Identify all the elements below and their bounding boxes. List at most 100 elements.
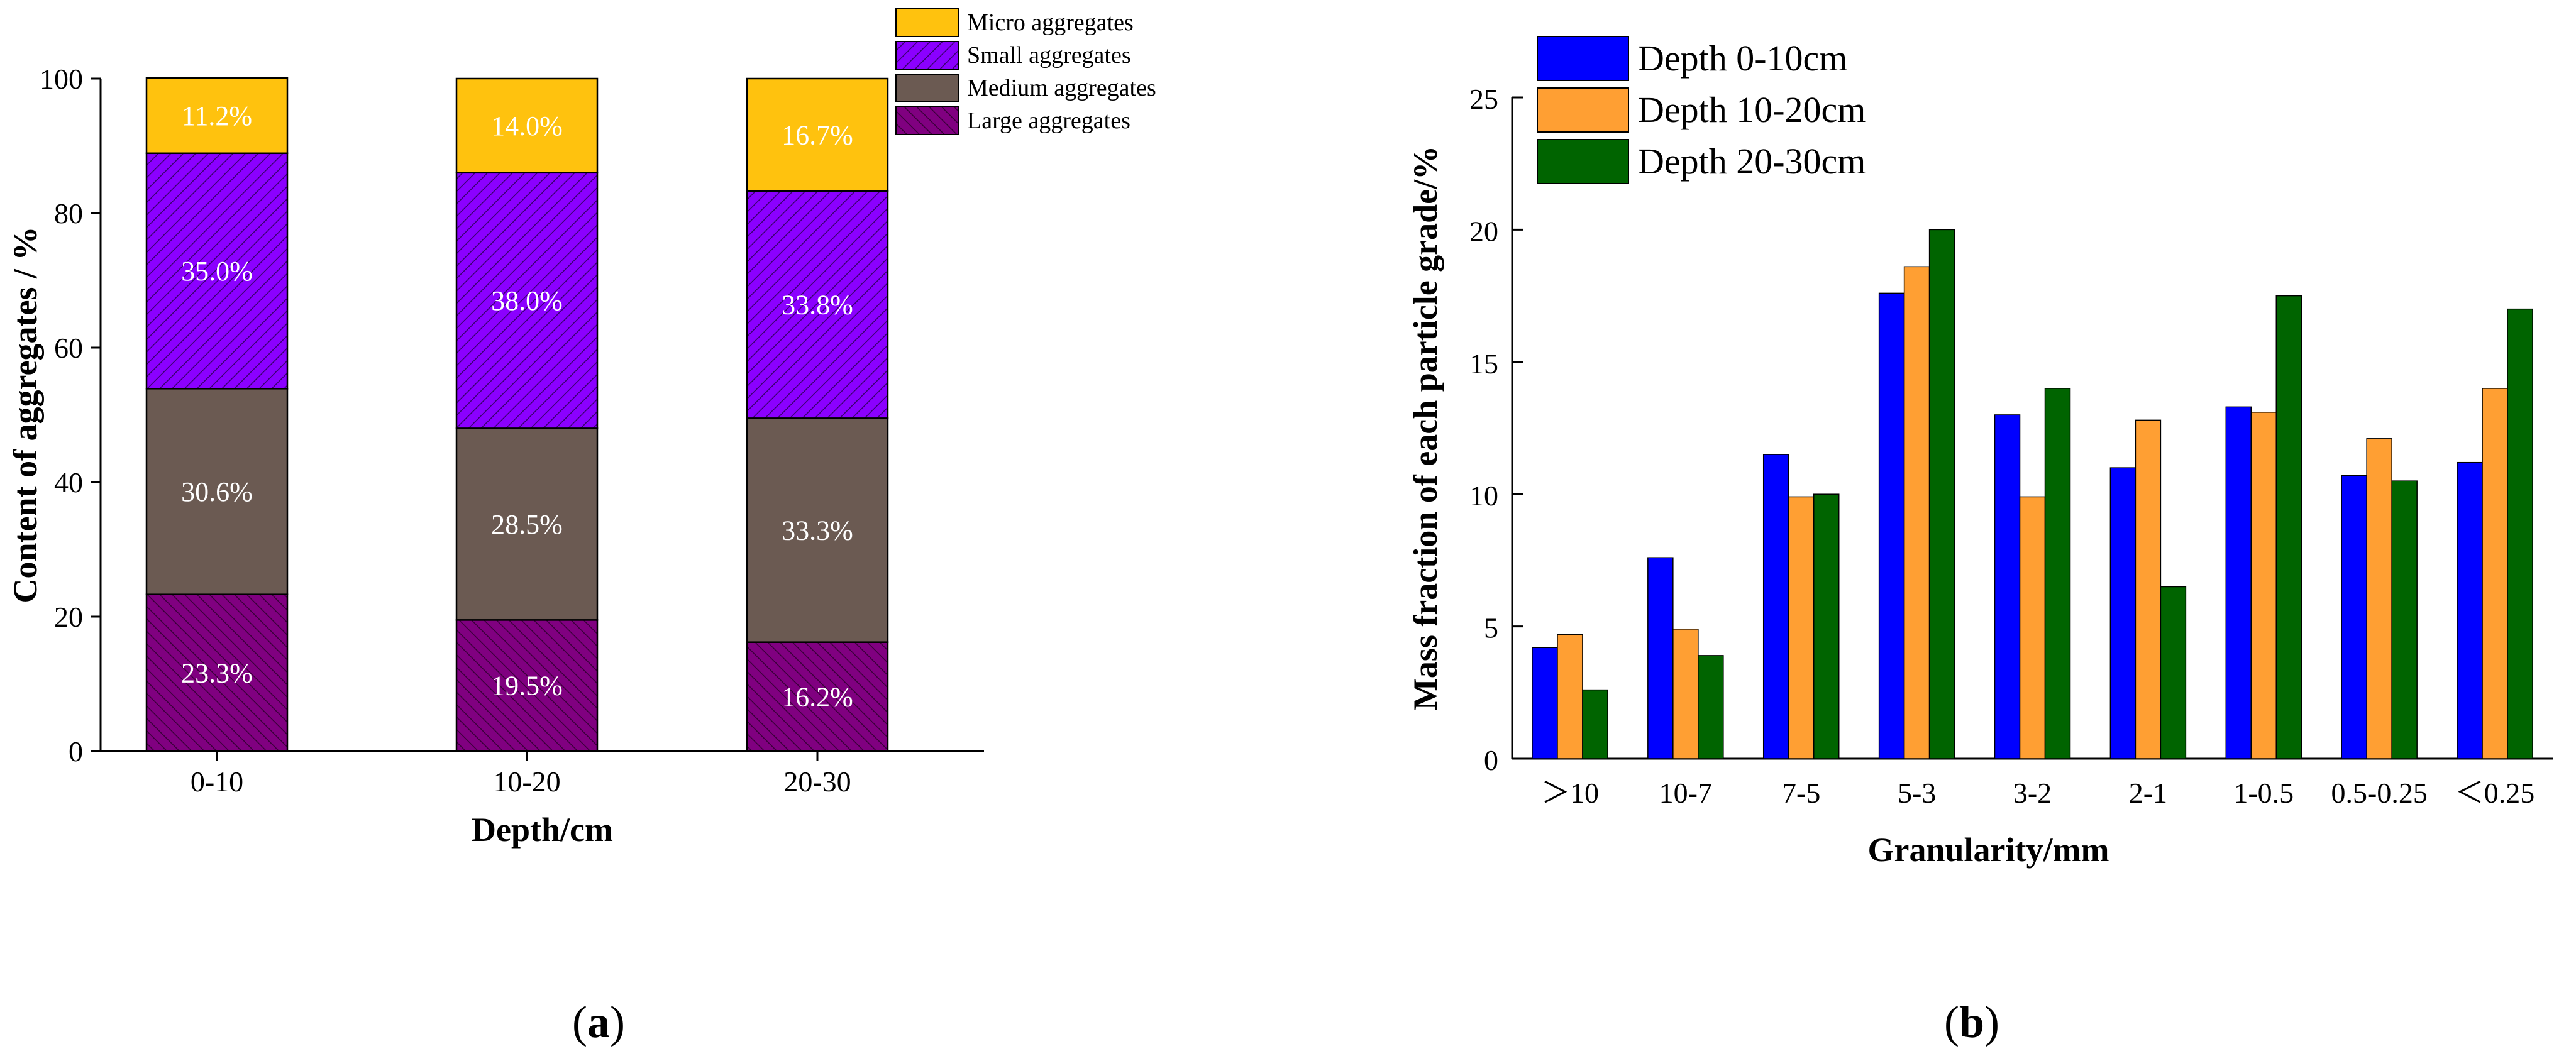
panel-a-bar-segment [455,427,599,621]
panel-a-segment-label: 11.2% [182,101,252,131]
panel-a-segment-label: 33.8% [782,290,853,321]
panel-a-x-tick-label: 10-20 [493,766,560,798]
panel-b-legend: Depth 0-10cm Depth 10-20cm Depth 20-30cm [1537,36,1866,184]
panel-b-bar [2250,412,2277,759]
panel-b-legend-swatch [1537,87,1629,133]
panel-a-legend-swatch [895,41,959,70]
panel-b-bar [2391,480,2418,759]
panel-a-legend: Micro aggregates Small aggregates Medium a… [895,8,1156,135]
panel-b-bar [2135,419,2162,759]
panel-b-bar [2225,406,2252,759]
panel-a-x-axis-title: Depth/cm [472,811,613,849]
panel-b-bar [2366,438,2392,759]
panel-b-x-tick-label: ＞10 [1541,777,1599,809]
panel-b-bar [2341,475,2367,759]
panel-a-segment-label: 28.5% [491,509,563,540]
panel-b-bar [2275,295,2302,759]
panel-a-segment-label: 14.0% [491,111,563,141]
panel-a-y-tick-label: 80 [54,197,83,229]
panel-a-segment-label: 16.2% [782,681,853,712]
panel-a-segment-label: 33.3% [782,515,853,546]
panel-a-y-tick-label: 40 [54,466,83,498]
panel-a-stacked-bar-chart: 23.3% 30.6% 35.0% 11.2% 19.5% 28.5% 38.0% 14.0%… [6,8,1156,849]
panel-a-legend-label: Small aggregates [967,42,1131,69]
panel-a-segment-label: 19.5% [491,671,563,701]
panel-a-caption-close: ) [610,997,625,1047]
panel-a-y-tick-label: 20 [54,601,83,633]
panel-a-caption-open: ( [572,997,587,1047]
panel-b-y-tick-label: 5 [1484,612,1498,644]
panel-b-x-tick-label: 10-7 [1659,777,1712,809]
panel-b-bar [2160,586,2187,759]
panel-b-bar [1557,634,1583,759]
panel-b-x-tick-label: 3-2 [2013,777,2052,809]
panel-b-bar [2457,461,2483,759]
panel-b-bar [1532,647,1558,759]
panel-a-bar-segment [746,77,889,192]
panel-b-bar [1994,414,2021,759]
panel-b-x-tick-label: 5-3 [1898,777,1936,809]
panel-b-caption-close: ) [1984,997,1999,1047]
panel-a-segment-label: 38.0% [491,285,563,316]
panel-b-x-axis-title: Granularity/mm [1868,831,2109,869]
panel-a-bar-segment [746,190,889,419]
panel-b-x-tick-label: 0.5-0.25 [2331,777,2428,809]
panel-b-bar [1582,689,1608,759]
panel-a-y-tick-label: 0 [69,735,83,767]
panel-a-caption-letter: a [587,997,610,1047]
panel-a-bar-segment [455,619,599,752]
panel-b-bar [2482,388,2508,759]
panel-b-caption-open: ( [1944,997,1959,1047]
panel-a-legend-swatch [895,74,959,102]
panel-b-bar [1647,557,1674,759]
panel-b-bar [2109,467,2137,759]
panel-b-bar [1878,292,1905,759]
panel-a-y-axis-title: Content of aggregates / % [6,227,44,603]
panel-b-bar [1672,629,1699,759]
panel-b-bar [1762,454,1789,759]
panel-a-legend-label: Micro aggregates [967,9,1134,36]
panel-a-y-tick-label: 100 [40,63,83,95]
panel-a-segment-label: 23.3% [181,657,253,688]
panel-a-bar-segment [145,77,289,155]
panel-b-bar [2019,496,2046,759]
panel-a-bar-segment [145,593,289,752]
panel-a-segment-label: 35.0% [181,256,253,287]
panel-a-legend-swatch [895,8,959,37]
panel-b-x-tick-label: 2-1 [2129,777,2167,809]
panel-b-bars [1532,229,2533,759]
panel-a-legend-label: Medium aggregates [967,75,1156,101]
panel-a-legend-label: Large aggregates [967,107,1130,134]
panel-a-bar-segment [455,172,599,429]
panel-b-y-tick-label: 15 [1469,348,1498,380]
panel-b-legend-label: Depth 20-30cm [1638,141,1866,182]
panel-a-x-tick-label: 20-30 [783,766,851,798]
panel-a-segment-label: 30.6% [181,476,253,507]
panel-b-legend-label: Depth 0-10cm [1638,38,1847,79]
panel-b-bar [1903,266,1930,759]
panel-b-y-tick-label: 0 [1484,744,1498,776]
panel-b-caption-letter: b [1959,997,1984,1047]
panel-a-caption: (a) [572,997,625,1047]
panel-b-bar [2044,388,2071,759]
panel-b-x-tick-label: ＜0.25 [2455,777,2535,809]
panel-b-bar [2507,308,2533,759]
panel-b-y-tick-label: 20 [1469,215,1498,247]
panel-b-bar [1928,229,1955,759]
panel-b-x-tick-label: 7-5 [1782,777,1820,809]
panel-b-y-axis-title: Mass fraction of each particle grade/% [1407,146,1444,710]
panel-b-y-tick-label: 25 [1469,83,1498,115]
panel-b-ticks: 0 5 10 15 20 25 ＞10 10-7 7-5 5-3 3-2 2-1 1-0.5 0.5-0.… [1469,83,2535,809]
panel-b-legend-swatch [1537,139,1629,184]
panel-a-segment-label: 16.7% [782,119,853,150]
panel-b-x-tick-label: 1-0.5 [2233,777,2294,809]
panel-a-ticks: 0 20 40 60 80 100 0-10 10-20 20-30 [40,63,851,798]
panel-a-y-tick-label: 60 [54,332,83,364]
panel-b-y-tick-label: 10 [1469,480,1498,512]
panel-a-bar-segment [145,152,289,390]
panel-b-bar [1788,496,1815,759]
panel-b-bar [1698,655,1724,759]
panel-a-bar-segment [455,77,599,174]
panel-b-bar [1813,493,1840,759]
